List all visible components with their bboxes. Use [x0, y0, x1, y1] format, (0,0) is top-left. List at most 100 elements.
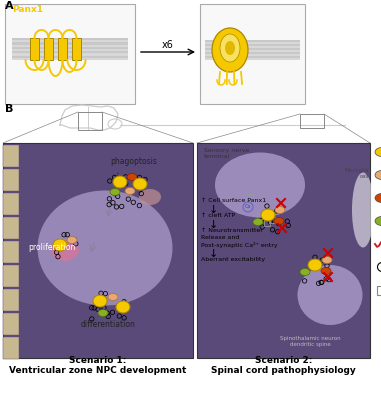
Bar	[264, 220, 271, 226]
Bar	[72, 38, 81, 60]
Bar	[12, 56, 128, 58]
Bar	[205, 42, 300, 44]
Ellipse shape	[215, 152, 305, 218]
Bar	[3, 169, 19, 191]
Text: proliferation: proliferation	[28, 243, 75, 252]
Ellipse shape	[67, 236, 77, 244]
Bar	[30, 38, 39, 60]
Text: x6: x6	[162, 40, 174, 50]
Text: ↓: ↓	[209, 220, 218, 230]
Bar	[205, 52, 300, 54]
Text: phagoptosis: phagoptosis	[110, 157, 157, 166]
Ellipse shape	[125, 188, 135, 194]
Bar	[12, 38, 128, 40]
Ellipse shape	[212, 28, 248, 72]
Bar	[205, 56, 300, 58]
Bar	[205, 50, 300, 52]
Bar	[3, 143, 193, 358]
Text: Release and: Release and	[201, 235, 239, 240]
Bar	[12, 51, 128, 53]
Bar	[377, 286, 381, 295]
Ellipse shape	[308, 259, 322, 271]
Text: ↑ Cell surface Panx1: ↑ Cell surface Panx1	[201, 198, 266, 203]
Ellipse shape	[298, 265, 362, 325]
Ellipse shape	[375, 170, 381, 180]
Bar	[200, 4, 305, 104]
Bar	[12, 53, 128, 56]
Bar	[205, 54, 300, 56]
Ellipse shape	[37, 190, 173, 306]
Bar	[3, 145, 19, 167]
Bar	[300, 114, 324, 128]
Text: ↓: ↓	[209, 205, 218, 215]
Ellipse shape	[110, 188, 120, 196]
Ellipse shape	[322, 256, 332, 264]
Bar	[12, 42, 128, 44]
Ellipse shape	[375, 148, 381, 156]
Text: Post-synaptic Ca²⁺ entry: Post-synaptic Ca²⁺ entry	[201, 242, 278, 248]
Bar	[247, 194, 253, 200]
Bar	[44, 38, 53, 60]
Text: Microglia
cell: Microglia cell	[344, 168, 369, 179]
Ellipse shape	[220, 34, 240, 62]
Bar	[3, 217, 19, 239]
Ellipse shape	[375, 216, 381, 226]
Ellipse shape	[133, 178, 147, 190]
Ellipse shape	[253, 218, 263, 226]
Bar	[3, 241, 19, 263]
Bar	[12, 45, 128, 47]
Bar	[205, 40, 300, 42]
Ellipse shape	[127, 174, 137, 180]
Text: differentiation: differentiation	[80, 320, 135, 329]
Bar	[12, 58, 128, 60]
Ellipse shape	[116, 301, 130, 313]
Text: ↑ Neurotransmitter: ↑ Neurotransmitter	[201, 228, 263, 233]
Text: Spinothalamic neuron
dendritic spine: Spinothalamic neuron dendritic spine	[280, 336, 340, 347]
Ellipse shape	[51, 239, 79, 261]
Ellipse shape	[139, 189, 161, 205]
Text: A: A	[5, 1, 14, 11]
Bar	[12, 40, 128, 42]
Ellipse shape	[275, 206, 285, 214]
Ellipse shape	[113, 176, 127, 188]
Text: B: B	[5, 104, 13, 114]
Bar	[3, 313, 19, 335]
Ellipse shape	[274, 218, 284, 224]
Bar	[257, 213, 263, 219]
Bar	[5, 4, 135, 104]
Ellipse shape	[93, 295, 107, 307]
Bar	[3, 265, 19, 287]
Ellipse shape	[225, 41, 235, 55]
Ellipse shape	[108, 294, 118, 300]
Bar	[205, 44, 300, 46]
Text: Ventricular zone NPC development: Ventricular zone NPC development	[9, 366, 187, 375]
Text: ↓: ↓	[209, 249, 218, 259]
Bar	[242, 203, 247, 209]
Ellipse shape	[321, 268, 331, 274]
Bar	[58, 38, 67, 60]
Ellipse shape	[300, 268, 310, 276]
Bar	[78, 112, 102, 130]
Text: Ca: Ca	[245, 204, 251, 210]
Ellipse shape	[98, 310, 108, 316]
Bar	[12, 49, 128, 51]
Ellipse shape	[375, 194, 381, 202]
Bar	[197, 143, 370, 358]
Bar	[3, 289, 19, 311]
Ellipse shape	[261, 209, 275, 221]
Bar	[269, 217, 275, 223]
Ellipse shape	[352, 172, 374, 248]
Text: ↑ cleft ATP: ↑ cleft ATP	[201, 213, 235, 218]
Text: Aberrant excitability: Aberrant excitability	[201, 257, 265, 262]
Text: Panx1: Panx1	[12, 5, 43, 14]
Bar	[205, 48, 300, 50]
Ellipse shape	[53, 239, 67, 251]
Text: Sensory nerve
terminal: Sensory nerve terminal	[204, 148, 250, 159]
Text: Spinal cord pathophysiology: Spinal cord pathophysiology	[211, 366, 356, 375]
Bar	[205, 58, 300, 60]
Bar	[205, 46, 300, 48]
Text: Scenario 2:: Scenario 2:	[255, 356, 312, 365]
Bar	[12, 47, 128, 49]
Text: Scenario 1:: Scenario 1:	[69, 356, 127, 365]
Bar	[3, 337, 19, 359]
